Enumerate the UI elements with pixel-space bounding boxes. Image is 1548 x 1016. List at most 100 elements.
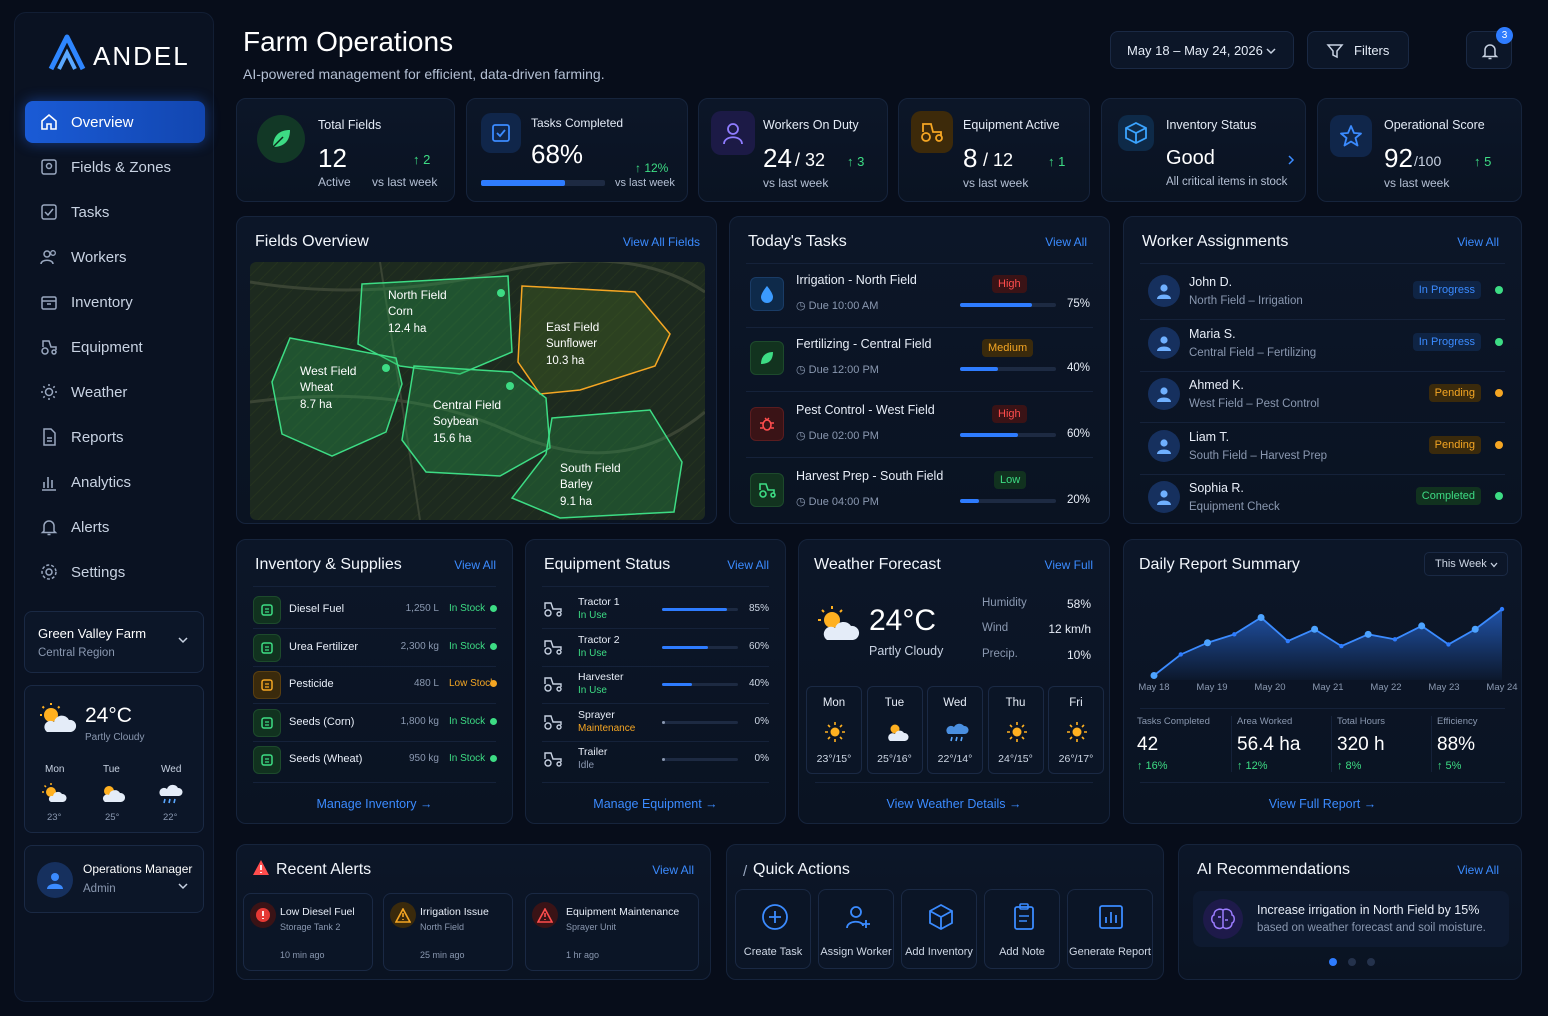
sidebar-item-equipment[interactable]: Equipment — [25, 326, 205, 368]
worker-row[interactable]: Sophia R. Equipment Check Completed — [1140, 475, 1505, 525]
manage-equipment-link[interactable]: Manage Equipment → — [593, 797, 718, 811]
equipment-row[interactable]: Sprayer Maintenance 0% — [542, 705, 769, 741]
inventory-row[interactable]: Seeds (Corn) 1,800 kg In Stock — [253, 705, 497, 741]
field-label-west[interactable]: West Field Wheat 8.7 ha — [300, 364, 357, 411]
add-inventory-button[interactable]: Add Inventory — [901, 889, 977, 969]
chart-point[interactable] — [1499, 606, 1505, 612]
chart-point[interactable] — [1311, 625, 1319, 633]
worker-row[interactable]: Maria S. Central Field – Fertilizing In … — [1140, 321, 1505, 371]
farm-selector[interactable]: Green Valley Farm Central Region — [24, 611, 204, 673]
alert-item[interactable]: Irrigation Issue North Field 25 min ago — [383, 893, 513, 971]
date-range-picker[interactable]: May 18 – May 24, 2026 — [1110, 31, 1294, 69]
field-label-east[interactable]: East Field Sunflower 10.3 ha — [546, 320, 600, 367]
sidebar-item-analytics[interactable]: Analytics — [25, 461, 205, 503]
carousel-dot[interactable] — [1367, 958, 1375, 966]
inventory-row[interactable]: Urea Fertilizer 2,300 kg In Stock — [253, 630, 497, 666]
sidebar-item-tasks[interactable]: Tasks — [25, 191, 205, 233]
forecast-day[interactable]: Mon 23°/15° — [806, 686, 862, 774]
view-full-weather-link[interactable]: View Full — [1044, 558, 1093, 572]
user-menu[interactable]: Operations Manager Admin — [24, 845, 204, 913]
inventory-row[interactable]: Diesel Fuel 1,250 L In Stock — [253, 592, 497, 628]
chart-point[interactable] — [1418, 622, 1426, 630]
forecast-temp: 22°/14° — [937, 753, 973, 765]
box-icon — [926, 902, 956, 932]
task-row[interactable]: Pest Control - West Field ◷ Due 02:00 PM… — [746, 399, 1093, 461]
generate-report-button[interactable]: Generate Report — [1067, 889, 1153, 969]
equipment-row[interactable]: Trailer Idle 0% — [542, 742, 769, 778]
chart-point[interactable] — [1178, 652, 1183, 657]
chart-point[interactable] — [1285, 638, 1291, 644]
alert-item[interactable]: Low Diesel Fuel Storage Tank 2 10 min ag… — [243, 893, 373, 971]
stat-tasks-completed[interactable]: Tasks Completed 68% ↑ 12% vs last week — [466, 98, 688, 202]
add-note-button[interactable]: Add Note — [984, 889, 1060, 969]
sidebar-item-weather[interactable]: Weather — [25, 371, 205, 413]
task-row[interactable]: Fertilizing - Central Field ◷ Due 12:00 … — [746, 333, 1093, 395]
carousel-dot-active[interactable] — [1329, 958, 1337, 966]
slash-icon: / — [743, 863, 748, 880]
task-row[interactable]: Irrigation - North Field ◷ Due 10:00 AM … — [746, 269, 1093, 331]
equipment-row[interactable]: Harvester In Use 40% — [542, 667, 769, 703]
view-weather-details-link[interactable]: View Weather Details → — [886, 797, 1022, 811]
inventory-row[interactable]: Pesticide 480 L Low Stock — [253, 667, 497, 703]
inventory-row[interactable]: Seeds (Wheat) 950 kg In Stock — [253, 742, 497, 778]
sidebar-item-alerts[interactable]: Alerts — [25, 506, 205, 548]
worker-row[interactable]: John D. North Field – Irrigation In Prog… — [1140, 269, 1505, 319]
sidebar-item-overview[interactable]: Overview — [25, 101, 205, 143]
fields-map[interactable]: North Field Corn 12.4 ha East Field Sunflow… — [250, 262, 705, 520]
chart-area — [1154, 609, 1502, 680]
chart-point[interactable] — [1150, 671, 1158, 679]
alert-item[interactable]: Equipment Maintenance Sprayer Unit 1 hr … — [525, 893, 699, 971]
equipment-row[interactable]: Tractor 2 In Use 60% — [542, 630, 769, 666]
card-title: Equipment Status — [544, 556, 671, 573]
field-label-central[interactable]: Central Field Soybean 15.6 ha — [433, 398, 502, 445]
chart-point[interactable] — [1446, 642, 1451, 647]
view-all-alerts-link[interactable]: View All — [652, 863, 694, 877]
chevron-right-icon[interactable] — [1286, 154, 1296, 166]
forecast-day[interactable]: Thu 24°/15° — [987, 686, 1044, 774]
chart-point[interactable] — [1204, 639, 1212, 647]
create-task-button[interactable]: Create Task — [735, 889, 811, 969]
period-select[interactable]: This Week — [1424, 552, 1508, 576]
notifications-button[interactable] — [1466, 31, 1512, 69]
stat-inventory-status[interactable]: Inventory Status Good All critical items… — [1101, 98, 1306, 202]
chart-point[interactable] — [1339, 643, 1344, 649]
andel-logo-icon[interactable] — [47, 33, 87, 73]
forecast-day[interactable]: Fri 26°/17° — [1048, 686, 1104, 774]
equipment-state: In Use — [578, 685, 607, 696]
worker-row[interactable]: Liam T. South Field – Harvest Prep Pendi… — [1140, 424, 1505, 474]
worker-row[interactable]: Ahmed K. West Field – Pest Control Pendi… — [1140, 372, 1505, 422]
chart-point[interactable] — [1471, 625, 1479, 633]
equipment-row[interactable]: Tractor 1 In Use 85% — [542, 592, 769, 628]
stat-equipment-active[interactable]: Equipment Active 8 / 12 ↑ 1 vs last week — [898, 98, 1090, 202]
sidebar-item-fields-zones[interactable]: Fields & Zones — [25, 146, 205, 188]
sidebar-item-inventory[interactable]: Inventory — [25, 281, 205, 323]
stat-workers-on-duty[interactable]: Workers On Duty 24 / 32 ↑ 3 vs last week — [698, 98, 888, 202]
filters-button[interactable]: Filters — [1307, 31, 1409, 69]
chart-point[interactable] — [1392, 637, 1398, 642]
view-full-report-link[interactable]: View Full Report → — [1268, 797, 1377, 811]
chart-point[interactable] — [1364, 630, 1372, 638]
view-all-workers-link[interactable]: View All — [1457, 235, 1499, 249]
view-all-inventory-link[interactable]: View All — [454, 558, 496, 572]
chart-point[interactable] — [1257, 614, 1265, 622]
recommendation-item[interactable]: Increase irrigation in North Field by 15… — [1193, 891, 1509, 947]
forecast-day[interactable]: Wed 22°/14° — [927, 686, 983, 774]
field-label-south[interactable]: South Field Barley 9.1 ha — [560, 461, 621, 508]
manage-inventory-link[interactable]: Manage Inventory → — [316, 797, 433, 811]
carousel-dot[interactable] — [1348, 958, 1356, 966]
stat-operational-score[interactable]: Operational Score 92 /100 ↑ 5 vs last we… — [1317, 98, 1522, 202]
sidebar-item-workers[interactable]: Workers — [25, 236, 205, 278]
stat-total-fields[interactable]: Total Fields 12 Active ↑ 2 vs last week — [236, 98, 455, 202]
sidebar-item-settings[interactable]: Settings — [25, 551, 205, 593]
view-all-equipment-link[interactable]: View All — [727, 558, 769, 572]
assign-worker-button[interactable]: Assign Worker — [818, 889, 894, 969]
sidebar-weather-cond: Partly Cloudy — [85, 732, 145, 743]
chart-point[interactable] — [1232, 632, 1237, 637]
field-label-north[interactable]: North Field Corn 12.4 ha — [388, 288, 447, 335]
forecast-day[interactable]: Tue 25°/16° — [866, 686, 923, 774]
sidebar-item-reports[interactable]: Reports — [25, 416, 205, 458]
task-row[interactable]: Harvest Prep - South Field ◷ Due 04:00 P… — [746, 465, 1093, 527]
view-all-fields-link[interactable]: View All Fields — [622, 235, 700, 249]
view-all-recommendations-link[interactable]: View All — [1457, 863, 1499, 877]
view-all-tasks-link[interactable]: View All — [1045, 235, 1087, 249]
